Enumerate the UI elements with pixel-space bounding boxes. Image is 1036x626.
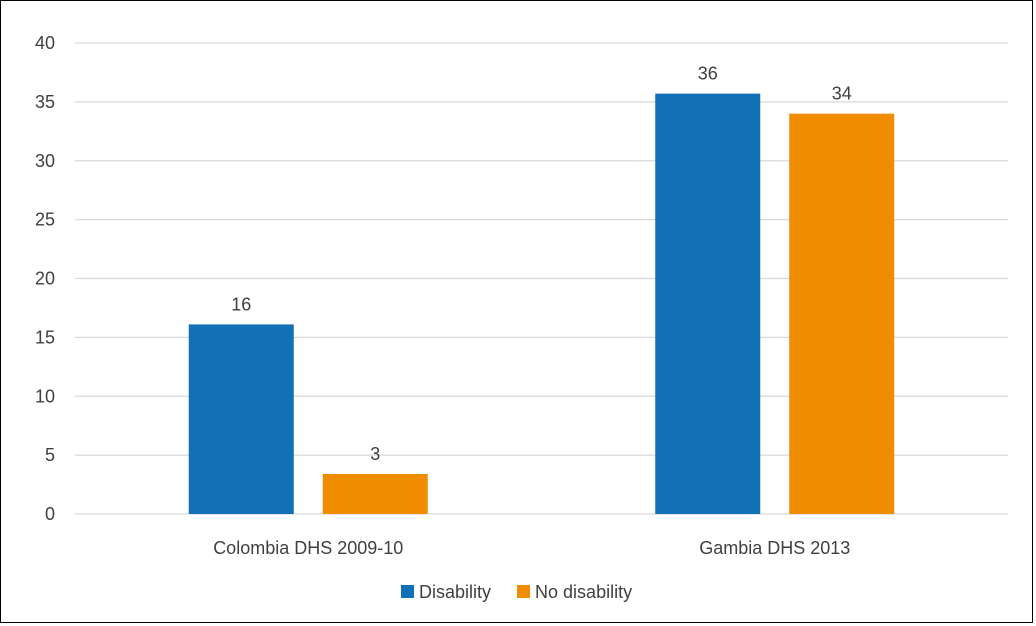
legend-label: Disability (419, 582, 491, 602)
y-tick-label: 5 (45, 445, 55, 465)
y-axis-ticks: 0 5 10 15 20 25 30 35 40 (35, 33, 55, 524)
data-label: 36 (698, 64, 718, 84)
legend: Disability No disability (401, 582, 632, 602)
data-label: 3 (370, 444, 380, 464)
y-tick-label: 30 (35, 151, 55, 171)
y-tick-label: 20 (35, 269, 55, 289)
y-tick-label: 15 (35, 327, 55, 347)
legend-swatch (401, 585, 414, 598)
bar-disability-2 (655, 93, 761, 514)
category-label: Gambia DHS 2013 (699, 538, 850, 558)
data-label: 16 (231, 294, 251, 314)
legend-label: No disability (535, 582, 632, 602)
y-tick-label: 35 (35, 92, 55, 112)
y-tick-label: 0 (45, 504, 55, 524)
bar-disability-1 (188, 324, 294, 514)
category-labels: Colombia DHS 2009-10 Gambia DHS 2013 (213, 538, 850, 558)
y-tick-label: 25 (35, 210, 55, 230)
data-label: 34 (832, 84, 852, 104)
category-label: Colombia DHS 2009-10 (213, 538, 403, 558)
y-tick-label: 10 (35, 386, 55, 406)
y-tick-label: 40 (35, 33, 55, 53)
bar-no-disability-2 (789, 113, 895, 515)
bar-no-disability-1 (322, 473, 428, 514)
data-labels: 16 3 36 34 (231, 64, 852, 464)
legend-swatch (517, 585, 531, 598)
bars (188, 93, 895, 515)
